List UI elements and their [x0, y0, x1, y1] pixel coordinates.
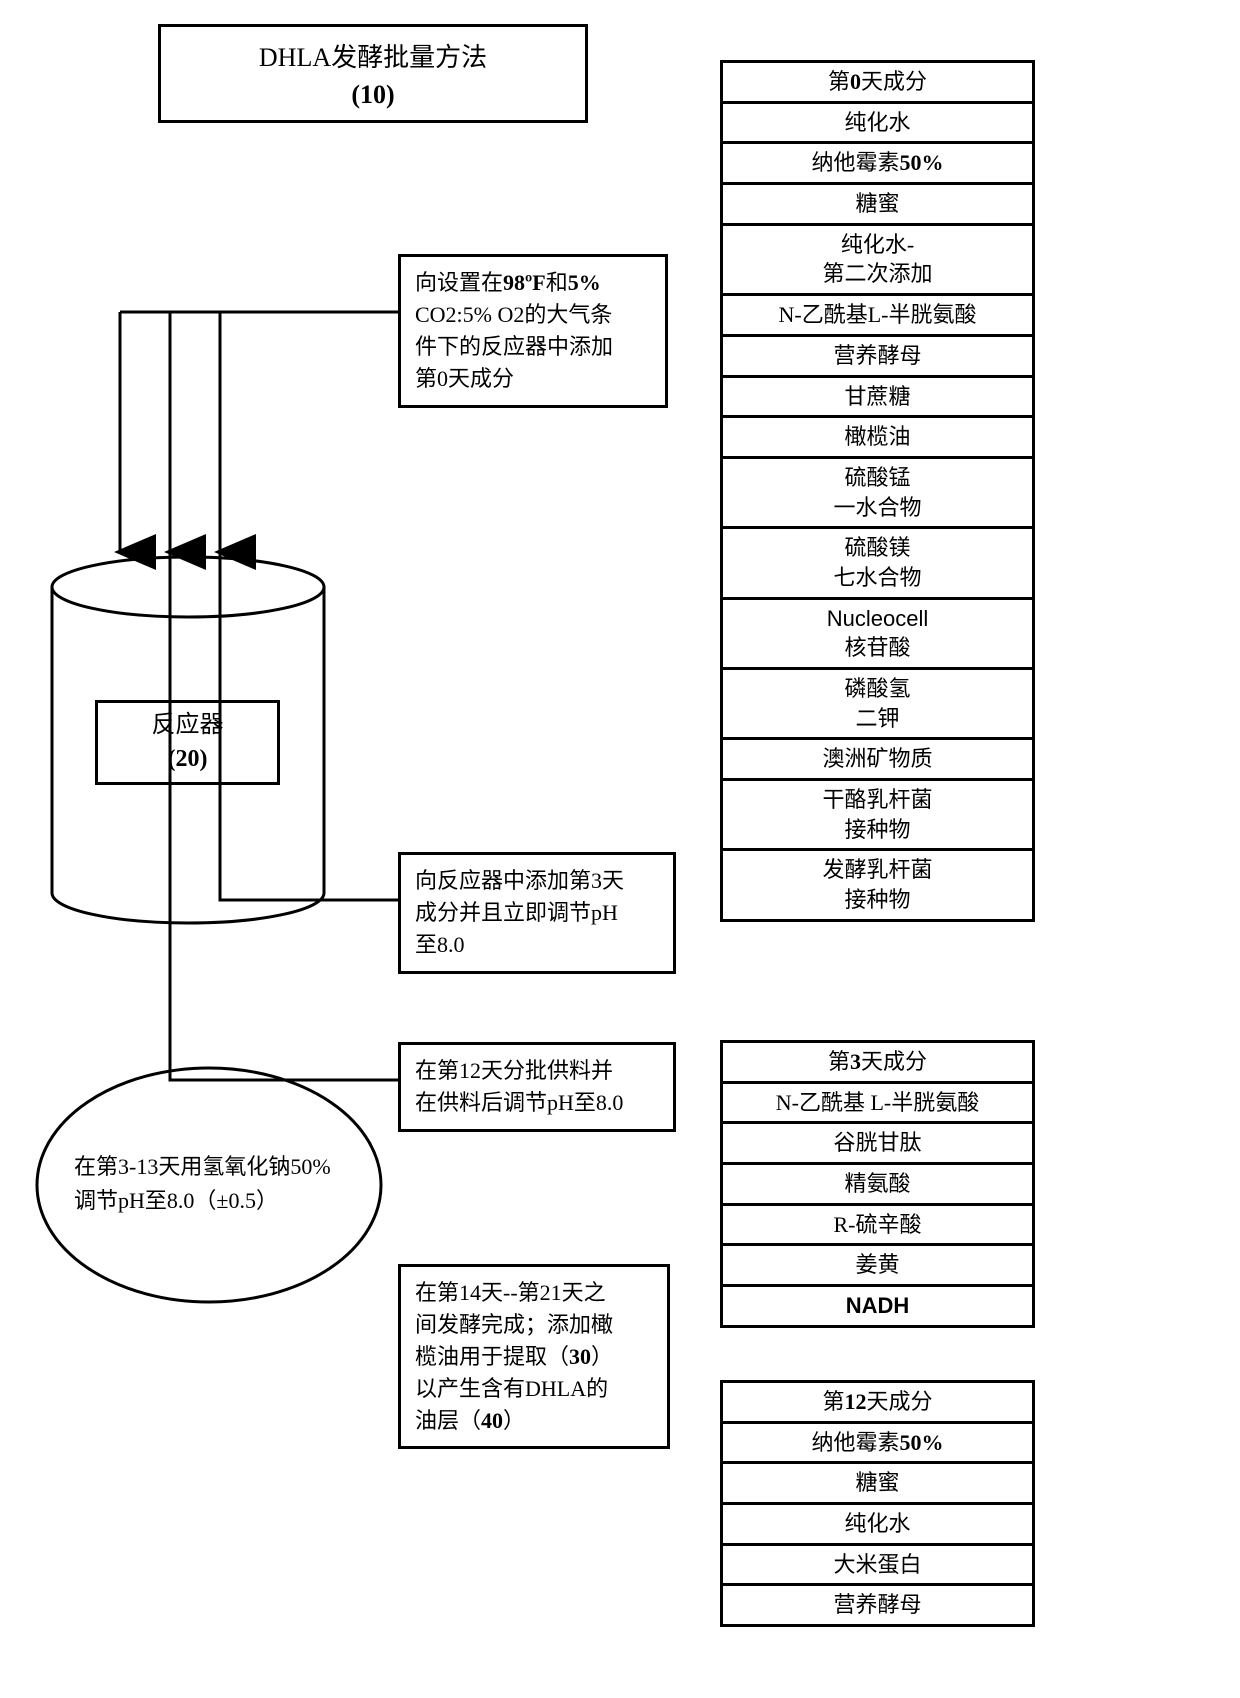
table-row: 纯化水: [722, 102, 1034, 143]
table-row: 营养酵母: [722, 335, 1034, 376]
reactor-label-text: 反应器: [108, 709, 267, 743]
table-row: N-乙酰基L-半胱氨酸: [722, 295, 1034, 336]
ph-note-text: 在第3-13天用氢氧化钠50%调节pH至8.0（±0.5）: [74, 1150, 354, 1218]
table-row: 大米蛋白: [722, 1544, 1034, 1585]
process-step-step0: 向设置在98ºF和5%CO2:5% O2的大气条件下的反应器中添加第0天成分: [398, 254, 668, 408]
table-row: Nucleocell核苷酸: [722, 598, 1034, 668]
ph-note-ellipse: 在第3-13天用氢氧化钠50%调节pH至8.0（±0.5）: [34, 1065, 384, 1305]
table-row: R-硫辛酸: [722, 1204, 1034, 1245]
table-row: 硫酸锰一水合物: [722, 457, 1034, 527]
ingredients-table-day12: 第12天成分纳他霉素50%糖蜜纯化水大米蛋白营养酵母: [720, 1380, 1035, 1627]
table-row: 糖蜜: [722, 1463, 1034, 1504]
table-row: 硫酸镁七水合物: [722, 528, 1034, 598]
ingredients-table-day3: 第3天成分N-乙酰基 L-半胱氨酸谷胱甘肽精氨酸R-硫辛酸姜黄NADH: [720, 1040, 1035, 1328]
table-header: 第3天成分: [722, 1042, 1034, 1083]
title-line2: (10): [181, 80, 565, 110]
title-box: DHLA发酵批量方法 (10): [158, 24, 588, 123]
table-row: 姜黄: [722, 1245, 1034, 1286]
process-step-step12: 在第12天分批供料并在供料后调节pH至8.0: [398, 1042, 676, 1132]
table-row: N-乙酰基 L-半胱氨酸: [722, 1082, 1034, 1123]
table-row: 干酪乳杆菌接种物: [722, 780, 1034, 850]
ingredients-table-day0: 第0天成分纯化水纳他霉素50%糖蜜纯化水-第二次添加N-乙酰基L-半胱氨酸营养酵…: [720, 60, 1035, 922]
reactor-label-box: 反应器 (20): [95, 700, 280, 785]
table-row: 糖蜜: [722, 184, 1034, 225]
table-row: 澳洲矿物质: [722, 739, 1034, 780]
table-header: 第0天成分: [722, 62, 1034, 103]
table-row: 橄榄油: [722, 417, 1034, 458]
table-row: 纯化水: [722, 1504, 1034, 1545]
reactor-label-num: (20): [108, 743, 267, 777]
table-row: 纯化水-第二次添加: [722, 224, 1034, 294]
title-line1: DHLA发酵批量方法: [181, 37, 565, 74]
table-row: 纳他霉素50%: [722, 1422, 1034, 1463]
table-row: NADH: [722, 1286, 1034, 1327]
diagram-page: DHLA发酵批量方法 (10) 向设置在98ºF和5%CO2:5% O2的大气条…: [0, 0, 1240, 1698]
table-row: 发酵乳杆菌接种物: [722, 850, 1034, 920]
process-step-step3: 向反应器中添加第3天成分并且立即调节pH至8.0: [398, 852, 676, 974]
table-header: 第12天成分: [722, 1382, 1034, 1423]
table-row: 磷酸氢二钾: [722, 669, 1034, 739]
table-row: 甘蔗糖: [722, 376, 1034, 417]
table-row: 精氨酸: [722, 1164, 1034, 1205]
process-step-step14: 在第14天--第21天之间发酵完成；添加橄榄油用于提取（30）以产生含有DHLA…: [398, 1264, 670, 1449]
table-row: 谷胱甘肽: [722, 1123, 1034, 1164]
table-row: 营养酵母: [722, 1585, 1034, 1626]
table-row: 纳他霉素50%: [722, 143, 1034, 184]
